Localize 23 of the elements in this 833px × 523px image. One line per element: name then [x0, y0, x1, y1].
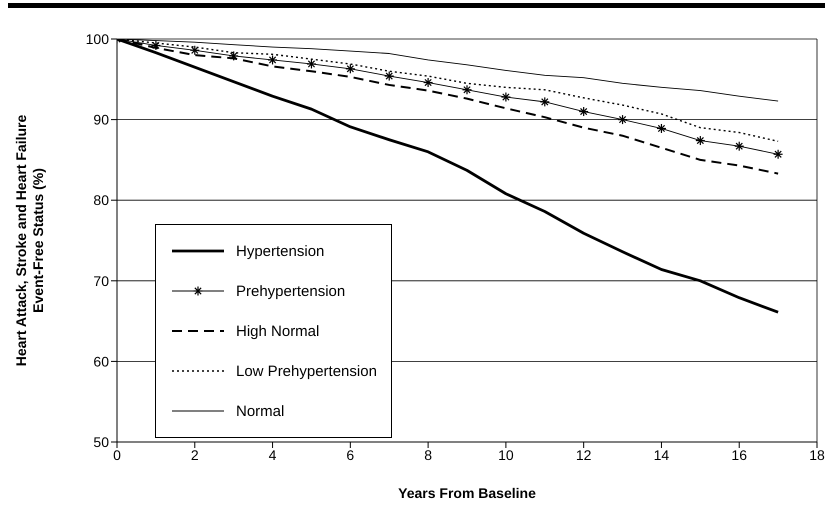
x-tick-label: 2	[190, 446, 199, 463]
legend-label: Hypertension	[236, 242, 324, 260]
y-tick-label: 80	[93, 192, 110, 208]
x-tick-label: 18	[809, 446, 825, 463]
y-axis-title: Heart Attack, Stroke and Heart Failure Event-Free Status (%)	[13, 114, 46, 366]
x-tick-label: 8	[424, 446, 432, 463]
legend-label: Low Prehypertension	[236, 362, 377, 380]
x-tick-label: 0	[113, 446, 122, 463]
legend-label: Prehypertension	[236, 282, 346, 300]
x-tick-label: 12	[576, 446, 592, 463]
y-tick-label: 60	[93, 353, 110, 370]
y-tick-label: 70	[93, 272, 110, 289]
y-tick-label: 90	[93, 112, 110, 128]
x-tick-label: 10	[498, 446, 514, 463]
x-tick-label: 14	[654, 446, 670, 463]
legend-label: Normal	[236, 402, 284, 420]
x-axis-title: Years From Baseline	[398, 485, 536, 501]
x-tick-label: 16	[731, 446, 748, 463]
x-tick-label: 6	[346, 446, 354, 463]
legend-label: High Normal	[236, 322, 320, 340]
y-tick-label: 50	[93, 434, 110, 450]
x-tick-label: 4	[268, 446, 277, 463]
y-tick-label: 100	[86, 30, 110, 47]
